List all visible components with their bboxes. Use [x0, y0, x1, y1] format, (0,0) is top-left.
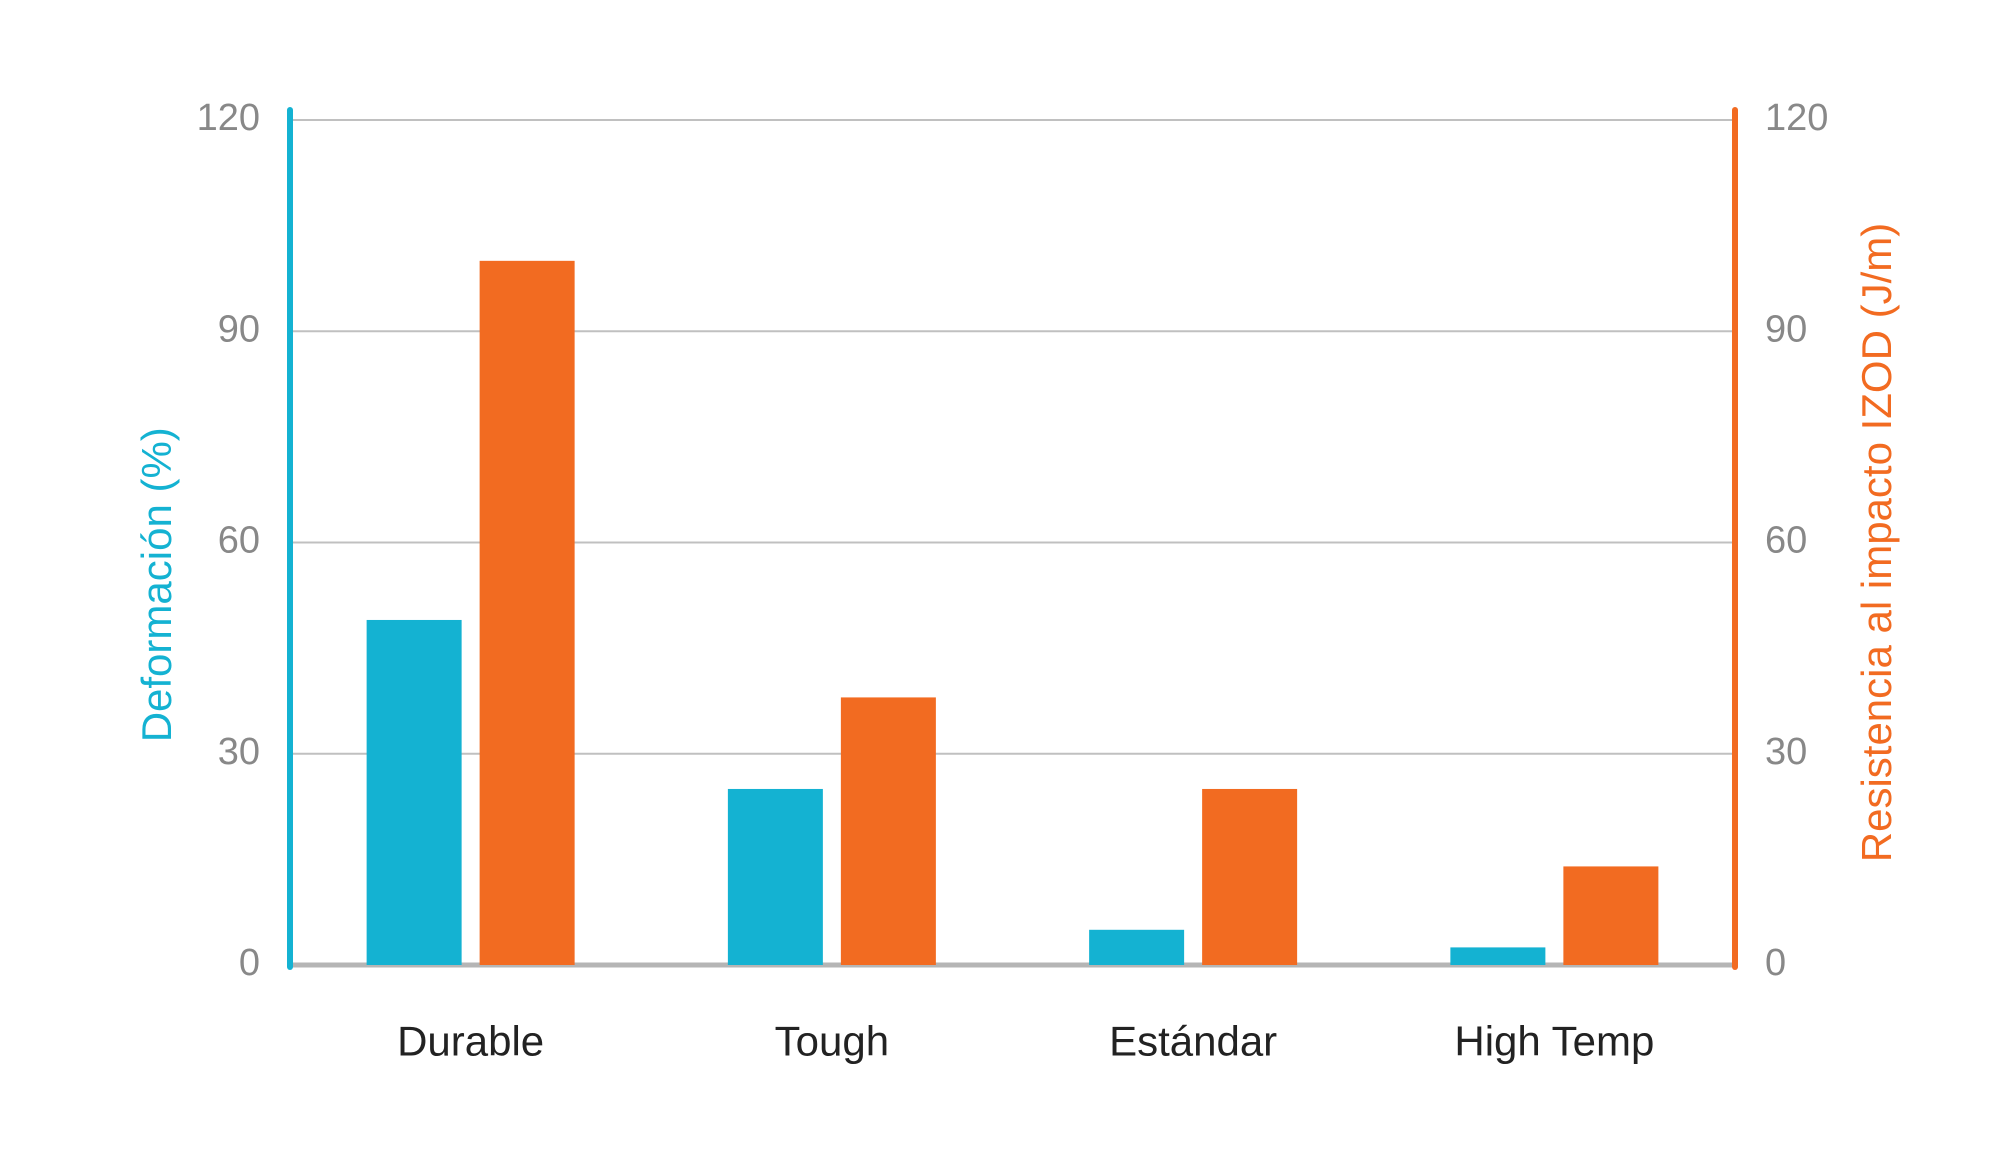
bar-deformacion: [367, 620, 462, 965]
y-left-tick-label: 60: [218, 520, 260, 562]
bar-izod: [480, 261, 575, 965]
bar-izod: [841, 697, 936, 965]
y-left-tick-label: 120: [197, 97, 260, 139]
category-label: Durable: [397, 1017, 544, 1064]
category-label: Tough: [775, 1017, 889, 1064]
bar-chart: 0 0 30 30 60 60 90 90 120 120 Durable Tough Estándar…: [0, 0, 2000, 1167]
bar-deformacion: [728, 789, 823, 965]
chart-container: 0 0 30 30 60 60 90 90 120 120 Durable Tough Estándar…: [0, 0, 2000, 1167]
y-left-tick-label: 30: [218, 731, 260, 773]
y-left-axis-label: Deformación (%): [133, 427, 180, 742]
y-right-axis-label: Resistencia al impacto IZOD (J/m): [1853, 223, 1900, 862]
y-right-tick-label: 60: [1765, 520, 1807, 562]
y-left-tick-label: 90: [218, 308, 260, 350]
bar-deformacion: [1089, 930, 1184, 965]
y-right-tick-label: 0: [1765, 942, 1786, 984]
chart-background: [0, 0, 2000, 1167]
bar-deformacion: [1450, 947, 1545, 965]
category-label: High Temp: [1454, 1017, 1654, 1064]
y-right-tick-label: 120: [1765, 97, 1828, 139]
y-right-tick-label: 90: [1765, 308, 1807, 350]
y-left-tick-label: 0: [239, 942, 260, 984]
bar-izod: [1202, 789, 1297, 965]
y-right-tick-label: 30: [1765, 731, 1807, 773]
category-label: Estándar: [1109, 1017, 1277, 1064]
bar-izod: [1563, 866, 1658, 965]
